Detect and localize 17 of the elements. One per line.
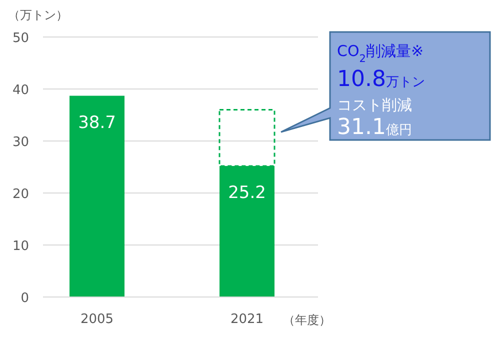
y-tick-label: 40 — [12, 83, 29, 98]
x-axis-title: （年度） — [283, 313, 331, 327]
data-label: 25.2 — [228, 182, 266, 203]
text: 10.8万トン — [337, 67, 425, 92]
y-tick-label: 30 — [12, 135, 29, 150]
y-axis-title: （万トン） — [8, 8, 68, 22]
y-tick-label: 0 — [20, 291, 29, 306]
text: CO$_{2}$削減量※ — [337, 42, 424, 65]
bar — [70, 96, 124, 297]
text: コスト削減 — [337, 96, 412, 114]
x-tick-label: 2021 — [230, 312, 264, 327]
y-tick-label: 10 — [12, 239, 29, 254]
data-label: 38.7 — [78, 112, 116, 133]
y-tick-label: 20 — [12, 187, 29, 202]
x-tick-label: 2005 — [80, 312, 114, 327]
y-tick-label: 50 — [12, 31, 29, 46]
text: 31.1億円 — [337, 115, 412, 140]
